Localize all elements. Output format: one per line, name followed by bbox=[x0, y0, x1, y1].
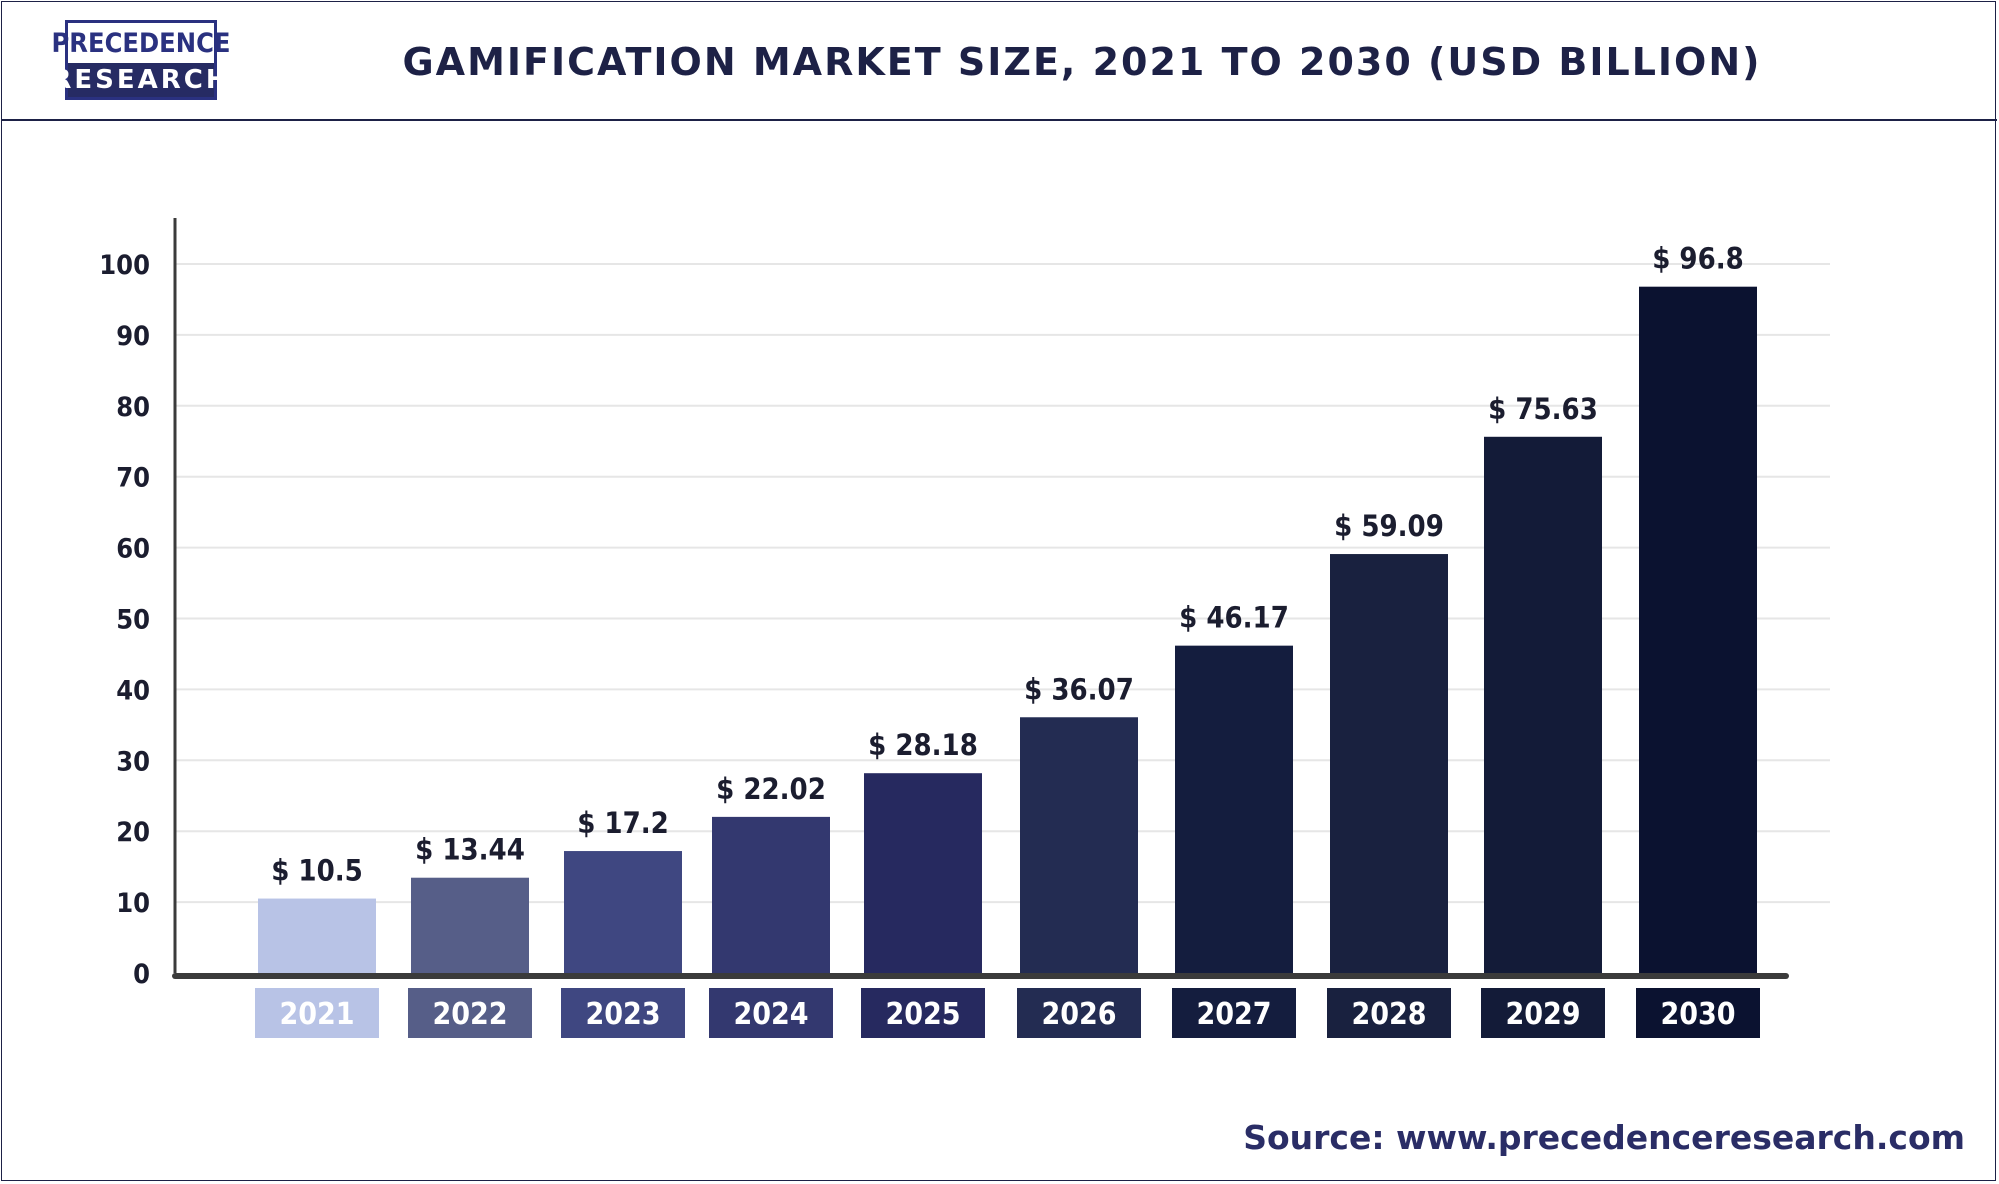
bar bbox=[564, 851, 682, 973]
data-label: $ 59.09 bbox=[1334, 509, 1444, 543]
y-tick-label: 0 bbox=[133, 959, 150, 990]
category-label-box bbox=[561, 988, 685, 1038]
x-tick-label: 2022 bbox=[432, 997, 507, 1032]
x-tick-label: 2024 bbox=[733, 997, 808, 1032]
bar bbox=[411, 877, 529, 973]
y-tick-label: 30 bbox=[116, 746, 150, 777]
x-tick-label: 2028 bbox=[1351, 997, 1426, 1032]
data-label: $ 10.5 bbox=[271, 854, 363, 888]
bar bbox=[1175, 645, 1293, 973]
y-tick-label: 80 bbox=[116, 392, 150, 423]
bar bbox=[1330, 554, 1448, 973]
y-tick-label: 40 bbox=[116, 675, 150, 706]
y-tick-label: 70 bbox=[116, 463, 150, 494]
x-tick-label: 2026 bbox=[1041, 997, 1116, 1032]
y-tick-label: 100 bbox=[99, 250, 150, 281]
brand-logo: PRECEDENCE RESEARCH bbox=[51, 20, 231, 100]
chart-title: GAMIFICATION MARKET SIZE, 2021 TO 2030 (… bbox=[402, 40, 1762, 84]
y-tick-label: 90 bbox=[116, 321, 150, 352]
category-label-box bbox=[408, 988, 532, 1038]
data-label: $ 36.07 bbox=[1024, 672, 1134, 706]
category-label-box bbox=[1327, 988, 1451, 1038]
data-label: $ 75.63 bbox=[1488, 392, 1598, 426]
source-note: Source: www.precedenceresearch.com bbox=[1243, 1118, 1965, 1157]
x-tick-label: 2025 bbox=[885, 997, 960, 1032]
data-label: $ 22.02 bbox=[716, 772, 826, 806]
data-label: $ 46.17 bbox=[1179, 601, 1289, 635]
data-label: $ 28.18 bbox=[868, 728, 978, 762]
category-label-box bbox=[861, 988, 985, 1038]
x-tick-label: 2030 bbox=[1660, 997, 1735, 1032]
x-tick-label: 2023 bbox=[585, 997, 660, 1032]
bar bbox=[864, 773, 982, 973]
category-label-box bbox=[1636, 988, 1760, 1038]
bar bbox=[258, 898, 376, 973]
logo-bottom-text: RESEARCH bbox=[51, 63, 231, 97]
bar bbox=[1020, 717, 1138, 973]
category-label-box bbox=[1017, 988, 1141, 1038]
bar bbox=[1484, 436, 1602, 973]
category-label-box bbox=[1172, 988, 1296, 1038]
header-bar: PRECEDENCE RESEARCH GAMIFICATION MARKET … bbox=[2, 2, 1997, 121]
data-label: $ 17.2 bbox=[577, 806, 669, 840]
data-label: $ 96.8 bbox=[1652, 242, 1744, 276]
bar bbox=[1639, 286, 1757, 973]
x-tick-label: 2021 bbox=[279, 997, 354, 1032]
x-tick-label: 2027 bbox=[1196, 997, 1271, 1032]
y-tick-label: 60 bbox=[116, 534, 150, 565]
category-label-box bbox=[1481, 988, 1605, 1038]
bar bbox=[712, 816, 830, 973]
y-tick-label: 20 bbox=[116, 817, 150, 848]
y-tick-label: 50 bbox=[116, 605, 150, 636]
data-label: $ 13.44 bbox=[415, 833, 525, 867]
y-tick-label: 10 bbox=[116, 888, 150, 919]
category-label-box bbox=[709, 988, 833, 1038]
category-label-box bbox=[255, 988, 379, 1038]
logo-top-text: PRECEDENCE bbox=[51, 27, 231, 59]
x-tick-label: 2029 bbox=[1505, 997, 1580, 1032]
